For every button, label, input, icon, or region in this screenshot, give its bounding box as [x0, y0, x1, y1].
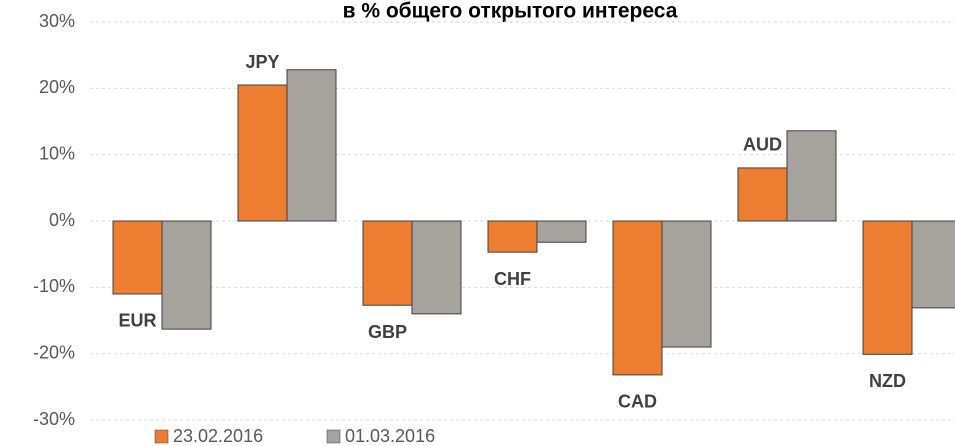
- y-tick-label: 0%: [49, 210, 75, 230]
- bar: [362, 220, 413, 306]
- y-tick-label: 20%: [39, 77, 75, 97]
- y-tick-label: -10%: [33, 276, 75, 296]
- category-label: AUD: [743, 135, 782, 155]
- category-label: EUR: [118, 311, 156, 331]
- bar: [487, 220, 538, 253]
- y-tick-label: -30%: [33, 409, 75, 429]
- bar: [286, 69, 337, 222]
- bar: [911, 220, 955, 309]
- category-label: NZD: [869, 371, 906, 391]
- bar: [411, 220, 462, 315]
- y-tick-label: -20%: [33, 342, 75, 362]
- bar: [786, 130, 837, 222]
- bar: [536, 220, 587, 243]
- bar: [612, 220, 663, 376]
- bar: [112, 220, 163, 295]
- bar: [737, 167, 788, 222]
- category-label: GBP: [368, 322, 407, 342]
- chart-title: в % общего открытого интереса: [343, 0, 678, 23]
- y-tick-label: 30%: [39, 11, 75, 31]
- legend-label: 23.02.2016: [173, 426, 263, 446]
- legend-swatch: [154, 429, 169, 444]
- bar: [237, 84, 288, 222]
- bar: [161, 220, 212, 330]
- category-label: CAD: [618, 392, 657, 412]
- y-tick-label: 10%: [39, 143, 75, 163]
- bar: [862, 220, 913, 355]
- category-label: CHF: [494, 269, 531, 289]
- category-label: JPY: [245, 52, 279, 72]
- bar: [661, 220, 712, 348]
- legend-label: 01.03.2016: [345, 426, 435, 446]
- legend-swatch: [326, 429, 341, 444]
